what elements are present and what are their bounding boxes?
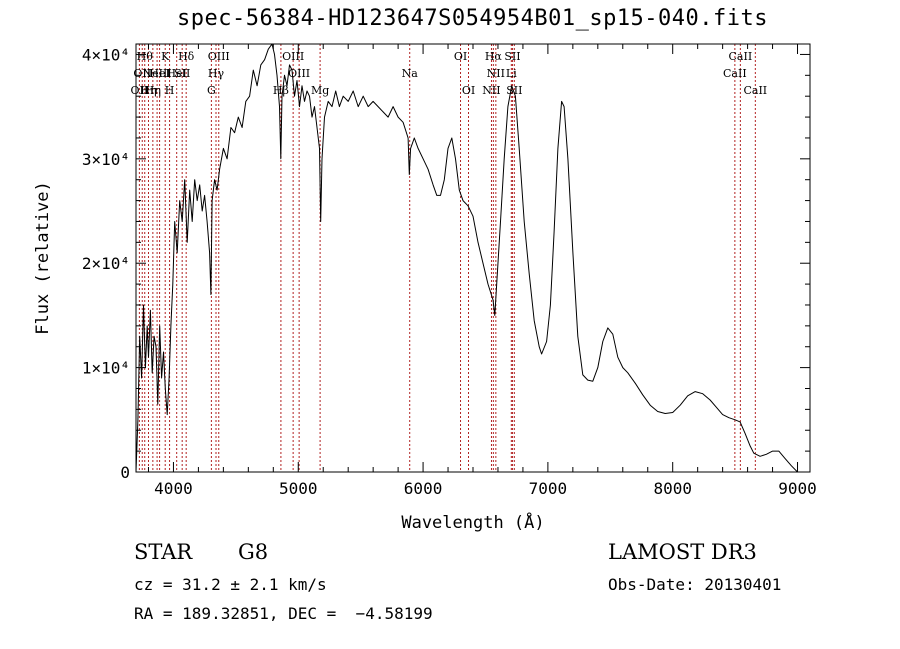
line-label-24: NII <box>487 67 505 80</box>
line-label-29: CaII <box>729 50 753 63</box>
line-label-15: Hβ <box>273 84 289 97</box>
line-label-12: G <box>207 84 216 97</box>
y-tick-label-1: 1×10⁴ <box>82 359 130 378</box>
line-label-22: NII <box>482 84 500 97</box>
line-label-21: OI <box>462 84 475 97</box>
object-class: STAR <box>134 540 193 564</box>
line-label-17: OIII <box>288 67 310 80</box>
y-tick-label-3: 3×10⁴ <box>82 150 130 169</box>
line-label-8: H <box>165 84 175 97</box>
x-tick-label-5: 9000 <box>778 479 817 498</box>
line-label-28: CaII <box>723 67 747 80</box>
line-label-5: NeIII <box>143 67 172 80</box>
line-markers <box>138 44 756 472</box>
x-tick-label-2: 6000 <box>404 479 443 498</box>
line-label-0: OII <box>131 84 149 97</box>
line-label-18: Mg <box>311 84 329 97</box>
y-axis-label: Flux (relative) <box>33 181 53 335</box>
x-tick-label-4: 8000 <box>653 479 692 498</box>
x-tick-label-3: 7000 <box>529 479 568 498</box>
line-label-6: HeI <box>149 67 169 80</box>
line-label-9: HeI <box>166 67 186 80</box>
line-label-11: Hδ <box>178 50 195 63</box>
y-tick-label-4: 4×10⁴ <box>82 45 130 64</box>
line-label-27: SII <box>506 84 522 97</box>
y-axis: 0 1×10⁴ 2×10⁴ 3×10⁴ 4×10⁴ <box>82 45 810 482</box>
line-label-3: Hη <box>140 84 156 97</box>
coordinates-text: RA = 189.32851, DEC = −4.58199 <box>134 604 433 623</box>
line-label-13: Hγ <box>208 67 225 80</box>
x-tick-label-0: 4000 <box>154 479 193 498</box>
plot-frame <box>135 43 811 473</box>
line-label-19: Na <box>402 67 419 80</box>
x-axis: 4000 5000 6000 7000 8000 9000 <box>147 44 817 498</box>
redshift-text: cz = 31.2 ± 2.1 km/s <box>134 575 327 594</box>
line-label-30: CaII <box>743 84 767 97</box>
y-tick-label-0: 0 <box>120 463 130 482</box>
line-label-20: OI <box>454 50 467 63</box>
line-label-23: Hα <box>485 50 503 63</box>
survey-name: LAMOST DR3 <box>608 540 757 564</box>
object-subclass: G8 <box>238 540 269 564</box>
line-label-16: OIII <box>282 50 304 63</box>
line-label-1: OII <box>133 67 151 80</box>
x-tick-label-1: 5000 <box>279 479 318 498</box>
spectrum-line <box>135 43 798 473</box>
line-label-25: Li <box>506 67 517 80</box>
line-label-26: SII <box>504 50 520 63</box>
line-label-2: Hθ <box>137 50 154 63</box>
chart-title: spec-56384-HD123647S054954B01_sp15-040.f… <box>176 6 769 31</box>
line-label-7: K <box>161 50 170 63</box>
y-tick-label-2: 2×10⁴ <box>82 254 130 273</box>
line-labels: OIIOIIHθHηHηNeIIIHeIKHHeISIIHδGHγOIIIHβO… <box>131 50 768 97</box>
line-label-14: OIII <box>208 50 230 63</box>
obs-date: Obs-Date: 20130401 <box>608 575 782 594</box>
x-axis-label: Wavelength (Å) <box>401 511 544 533</box>
line-label-10: SII <box>174 67 190 80</box>
line-label-4: Hη <box>145 84 161 97</box>
